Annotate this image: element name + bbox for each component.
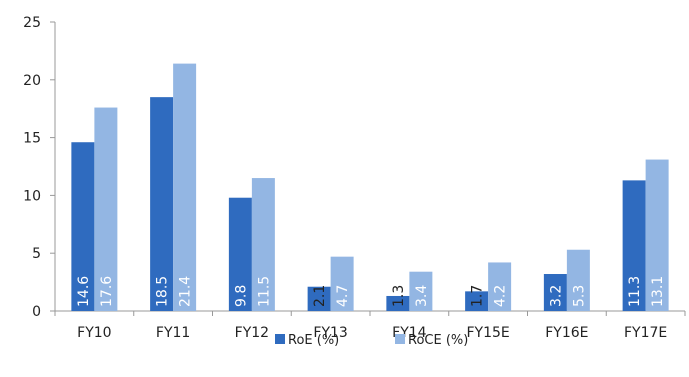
legend-label: RoE (%) (288, 333, 339, 348)
bar-roe (543, 274, 567, 311)
bar-roce (645, 159, 669, 311)
data-label: 11.5 (256, 276, 272, 307)
bar-roe (307, 286, 331, 311)
legend-swatch (275, 334, 285, 344)
data-label: 3.4 (414, 285, 430, 307)
data-label: 5.3 (571, 285, 587, 307)
legend-label: RoCE (%) (408, 333, 468, 348)
data-label: 1.3 (391, 285, 407, 307)
data-label: 2.1 (312, 285, 328, 307)
y-tick-label: 0 (32, 304, 41, 320)
data-label: 21.4 (178, 276, 194, 307)
y-tick-label: 5 (32, 246, 41, 262)
data-label: 14.6 (76, 276, 92, 307)
data-label: 3.2 (548, 285, 564, 307)
data-labels: 14.6 17.6 18.5 21.4 9.8 11.5 2.1 4.7 1.3 3.4 1.7 4.… (76, 276, 666, 307)
x-category-label: FY17E (624, 325, 667, 341)
x-category-label: FY11 (156, 325, 190, 341)
y-tick-label: 15 (23, 131, 41, 147)
bar-roce (251, 178, 275, 311)
x-category-label: FY15E (466, 325, 509, 341)
bar-roce (330, 256, 354, 311)
bars (71, 63, 669, 312)
data-label: 17.6 (99, 276, 115, 307)
bar-roe (465, 291, 489, 311)
bar-roe (150, 97, 174, 311)
y-tick-label: 10 (23, 188, 41, 204)
y-tick-label: 20 (23, 73, 41, 89)
legend: RoE (%) RoCE (%) (275, 333, 468, 348)
bar-roe (622, 180, 646, 311)
x-category-label: FY10 (77, 325, 111, 341)
x-axis: FY10 FY11 FY12 FY13 FY14 FY15E FY16E FY17E (54, 310, 686, 341)
x-category-label: FY13 (313, 325, 347, 341)
bar-roce (488, 262, 512, 311)
bar-roe (228, 197, 252, 311)
bar-roe (71, 142, 95, 311)
bar-roce (94, 107, 118, 311)
bar-roce (409, 271, 433, 311)
legend-swatch (395, 334, 405, 344)
x-category-label: FY12 (235, 325, 269, 341)
data-label: 1.7 (470, 285, 486, 307)
y-tick-label: 25 (23, 15, 41, 31)
data-label: 4.2 (493, 285, 509, 307)
y-axis: 0 5 10 15 20 25 (23, 15, 56, 320)
data-label: 4.7 (335, 285, 351, 307)
data-label: 18.5 (155, 276, 171, 307)
data-label: 11.3 (627, 276, 643, 307)
bar-roce (566, 249, 590, 311)
bar-roe (386, 295, 410, 311)
x-category-label: FY16E (545, 325, 588, 341)
data-label: 13.1 (650, 276, 666, 307)
bar-roce (173, 63, 197, 312)
data-label: 9.8 (233, 285, 249, 307)
